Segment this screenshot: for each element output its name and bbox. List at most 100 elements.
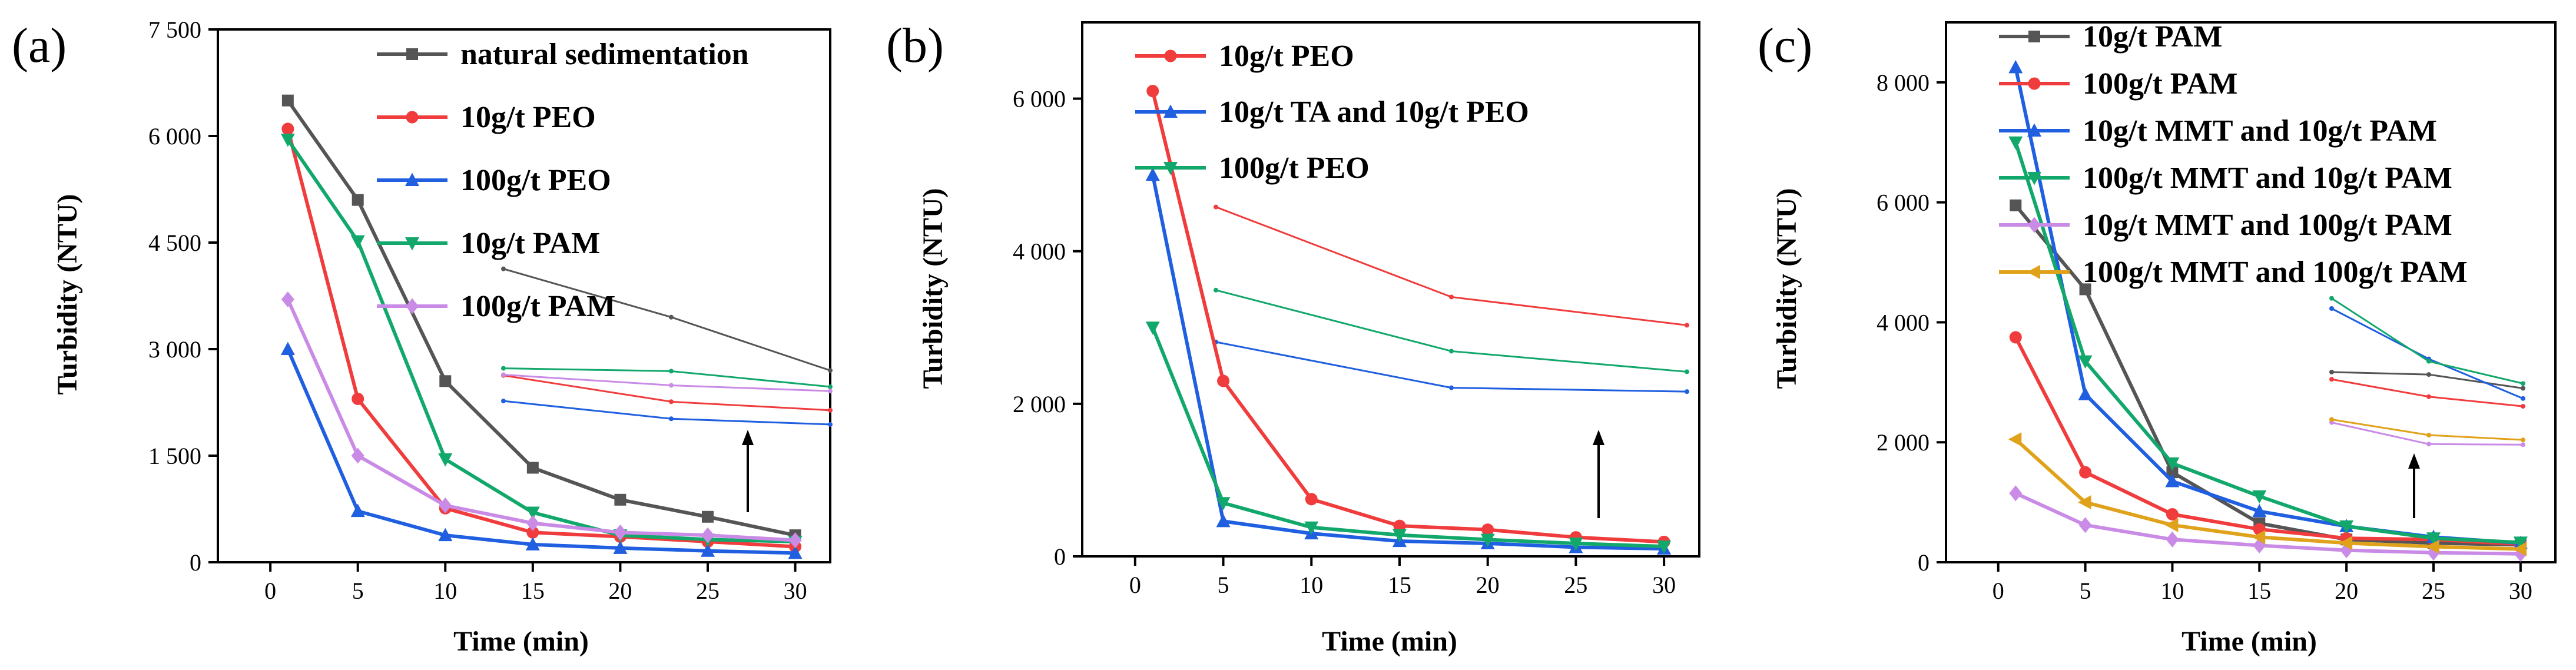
plot-frame bbox=[1945, 21, 2557, 563]
x-tick-label: 5 bbox=[2080, 578, 2091, 604]
data-point bbox=[2008, 136, 2023, 150]
data-point bbox=[2252, 530, 2266, 545]
inset-point bbox=[501, 372, 506, 377]
y-tick-label: 4 000 bbox=[1877, 309, 1929, 336]
series-1 bbox=[1145, 167, 1672, 555]
data-point bbox=[1393, 519, 1406, 532]
data-point bbox=[2166, 508, 2179, 520]
inset-point bbox=[2521, 437, 2525, 443]
y-tick-label: 0 bbox=[1054, 543, 1066, 570]
data-point bbox=[350, 235, 365, 249]
inset-point bbox=[669, 314, 674, 320]
data-point bbox=[438, 528, 453, 542]
x-tick-label: 30 bbox=[784, 578, 807, 604]
inset-point bbox=[501, 266, 506, 271]
inset-point bbox=[2426, 372, 2431, 377]
x-tick-label: 5 bbox=[352, 578, 364, 604]
inset-point bbox=[2329, 377, 2334, 382]
y-tick-label: 6 000 bbox=[1877, 190, 1929, 216]
y-tick-label: 1 500 bbox=[148, 443, 201, 469]
y-tick-label: 3 000 bbox=[148, 336, 201, 363]
data-point bbox=[1392, 529, 1407, 543]
legend-label: 100g/t PEO bbox=[460, 164, 611, 197]
x-tick-label: 0 bbox=[1129, 572, 1141, 598]
data-point bbox=[2513, 542, 2527, 556]
inset-point bbox=[1214, 287, 1218, 293]
data-point bbox=[2339, 520, 2354, 534]
legend-swatch-marker bbox=[1163, 104, 1178, 118]
data-point bbox=[526, 515, 539, 532]
inset-point bbox=[1449, 294, 1454, 300]
panel-label: (b) bbox=[886, 18, 944, 73]
data-point bbox=[352, 194, 364, 206]
inset-point bbox=[2426, 432, 2431, 437]
inset-point bbox=[2426, 394, 2431, 399]
inset-point bbox=[2426, 359, 2431, 364]
data-point bbox=[2010, 199, 2022, 211]
x-axis-title: Time (min) bbox=[2182, 626, 2317, 657]
legend-swatch-marker bbox=[2028, 217, 2041, 233]
legend-swatch-marker bbox=[2028, 31, 2040, 42]
series-line bbox=[1151, 174, 1665, 551]
data-point bbox=[350, 503, 365, 518]
inset-point bbox=[2521, 381, 2525, 386]
data-point bbox=[2426, 539, 2439, 554]
data-point bbox=[525, 506, 540, 520]
data-point bbox=[280, 134, 295, 147]
x-tick-label: 20 bbox=[2335, 578, 2358, 604]
plot-frame bbox=[1081, 21, 1700, 558]
data-point bbox=[2252, 503, 2267, 518]
inset-line-0 bbox=[1215, 206, 1688, 326]
series-2 bbox=[1145, 321, 1672, 554]
y-tick-label: 6 000 bbox=[1013, 86, 1066, 112]
data-point bbox=[2009, 331, 2022, 344]
legend-label: 10g/t PAM bbox=[2083, 20, 2222, 54]
data-point bbox=[281, 94, 294, 107]
data-point bbox=[1145, 167, 1160, 181]
x-tick-label: 20 bbox=[608, 578, 632, 604]
x-tick-label: 15 bbox=[521, 578, 545, 604]
x-tick-label: 25 bbox=[1564, 572, 1587, 598]
data-point bbox=[281, 122, 294, 135]
inset-point bbox=[2329, 417, 2334, 422]
data-point bbox=[614, 524, 627, 540]
data-point bbox=[1569, 537, 1583, 551]
y-tick-label: 6 000 bbox=[148, 123, 201, 150]
inset-point bbox=[2521, 396, 2525, 401]
legend-label: 100g/t MMT and 10g/t PAM bbox=[2083, 161, 2452, 195]
inset-point bbox=[828, 422, 833, 427]
data-point bbox=[2252, 490, 2267, 504]
legend-label: 10g/t TA and 10g/t PEO bbox=[1219, 95, 1529, 129]
data-point bbox=[2008, 59, 2023, 74]
legend-label: 10g/t PEO bbox=[460, 101, 596, 134]
legend: 10g/t PAM 100g/t PAM 10g/t MMT and 10g/t P… bbox=[1999, 20, 2468, 289]
data-point bbox=[281, 291, 294, 308]
legend-swatch-marker bbox=[1163, 162, 1178, 175]
data-point bbox=[788, 545, 803, 559]
inset-point bbox=[828, 368, 833, 373]
inset-point bbox=[669, 416, 674, 422]
data-point bbox=[2078, 387, 2093, 400]
inset-point bbox=[669, 383, 674, 388]
data-point bbox=[2078, 517, 2092, 533]
x-tick-label: 30 bbox=[1652, 572, 1676, 598]
inset-line-1 bbox=[503, 374, 831, 412]
inset-point bbox=[1685, 323, 1689, 328]
data-point bbox=[2166, 466, 2179, 479]
data-point bbox=[439, 375, 452, 387]
x-tick-label: 25 bbox=[2422, 578, 2445, 604]
inset-point bbox=[501, 366, 506, 371]
legend-swatch-marker bbox=[2027, 123, 2041, 137]
panel-b: (b) 0 5 10 15 20 25 30 0 2 000 4 000 6 000 Time (min… bbox=[886, 18, 1700, 657]
inset-point bbox=[1685, 369, 1689, 374]
x-axis-title: Time (min) bbox=[1322, 626, 1457, 657]
inset-point bbox=[2329, 370, 2334, 375]
series-line bbox=[1151, 327, 1665, 549]
y-tick-label: 4 000 bbox=[1013, 238, 1066, 265]
data-point bbox=[2008, 432, 2022, 447]
legend-swatch-marker bbox=[406, 298, 419, 314]
legend-label: 100g/t PAM bbox=[460, 290, 615, 323]
inset-point bbox=[501, 399, 506, 404]
inset-point bbox=[828, 407, 833, 413]
annotation-arrow-head bbox=[2408, 453, 2420, 469]
